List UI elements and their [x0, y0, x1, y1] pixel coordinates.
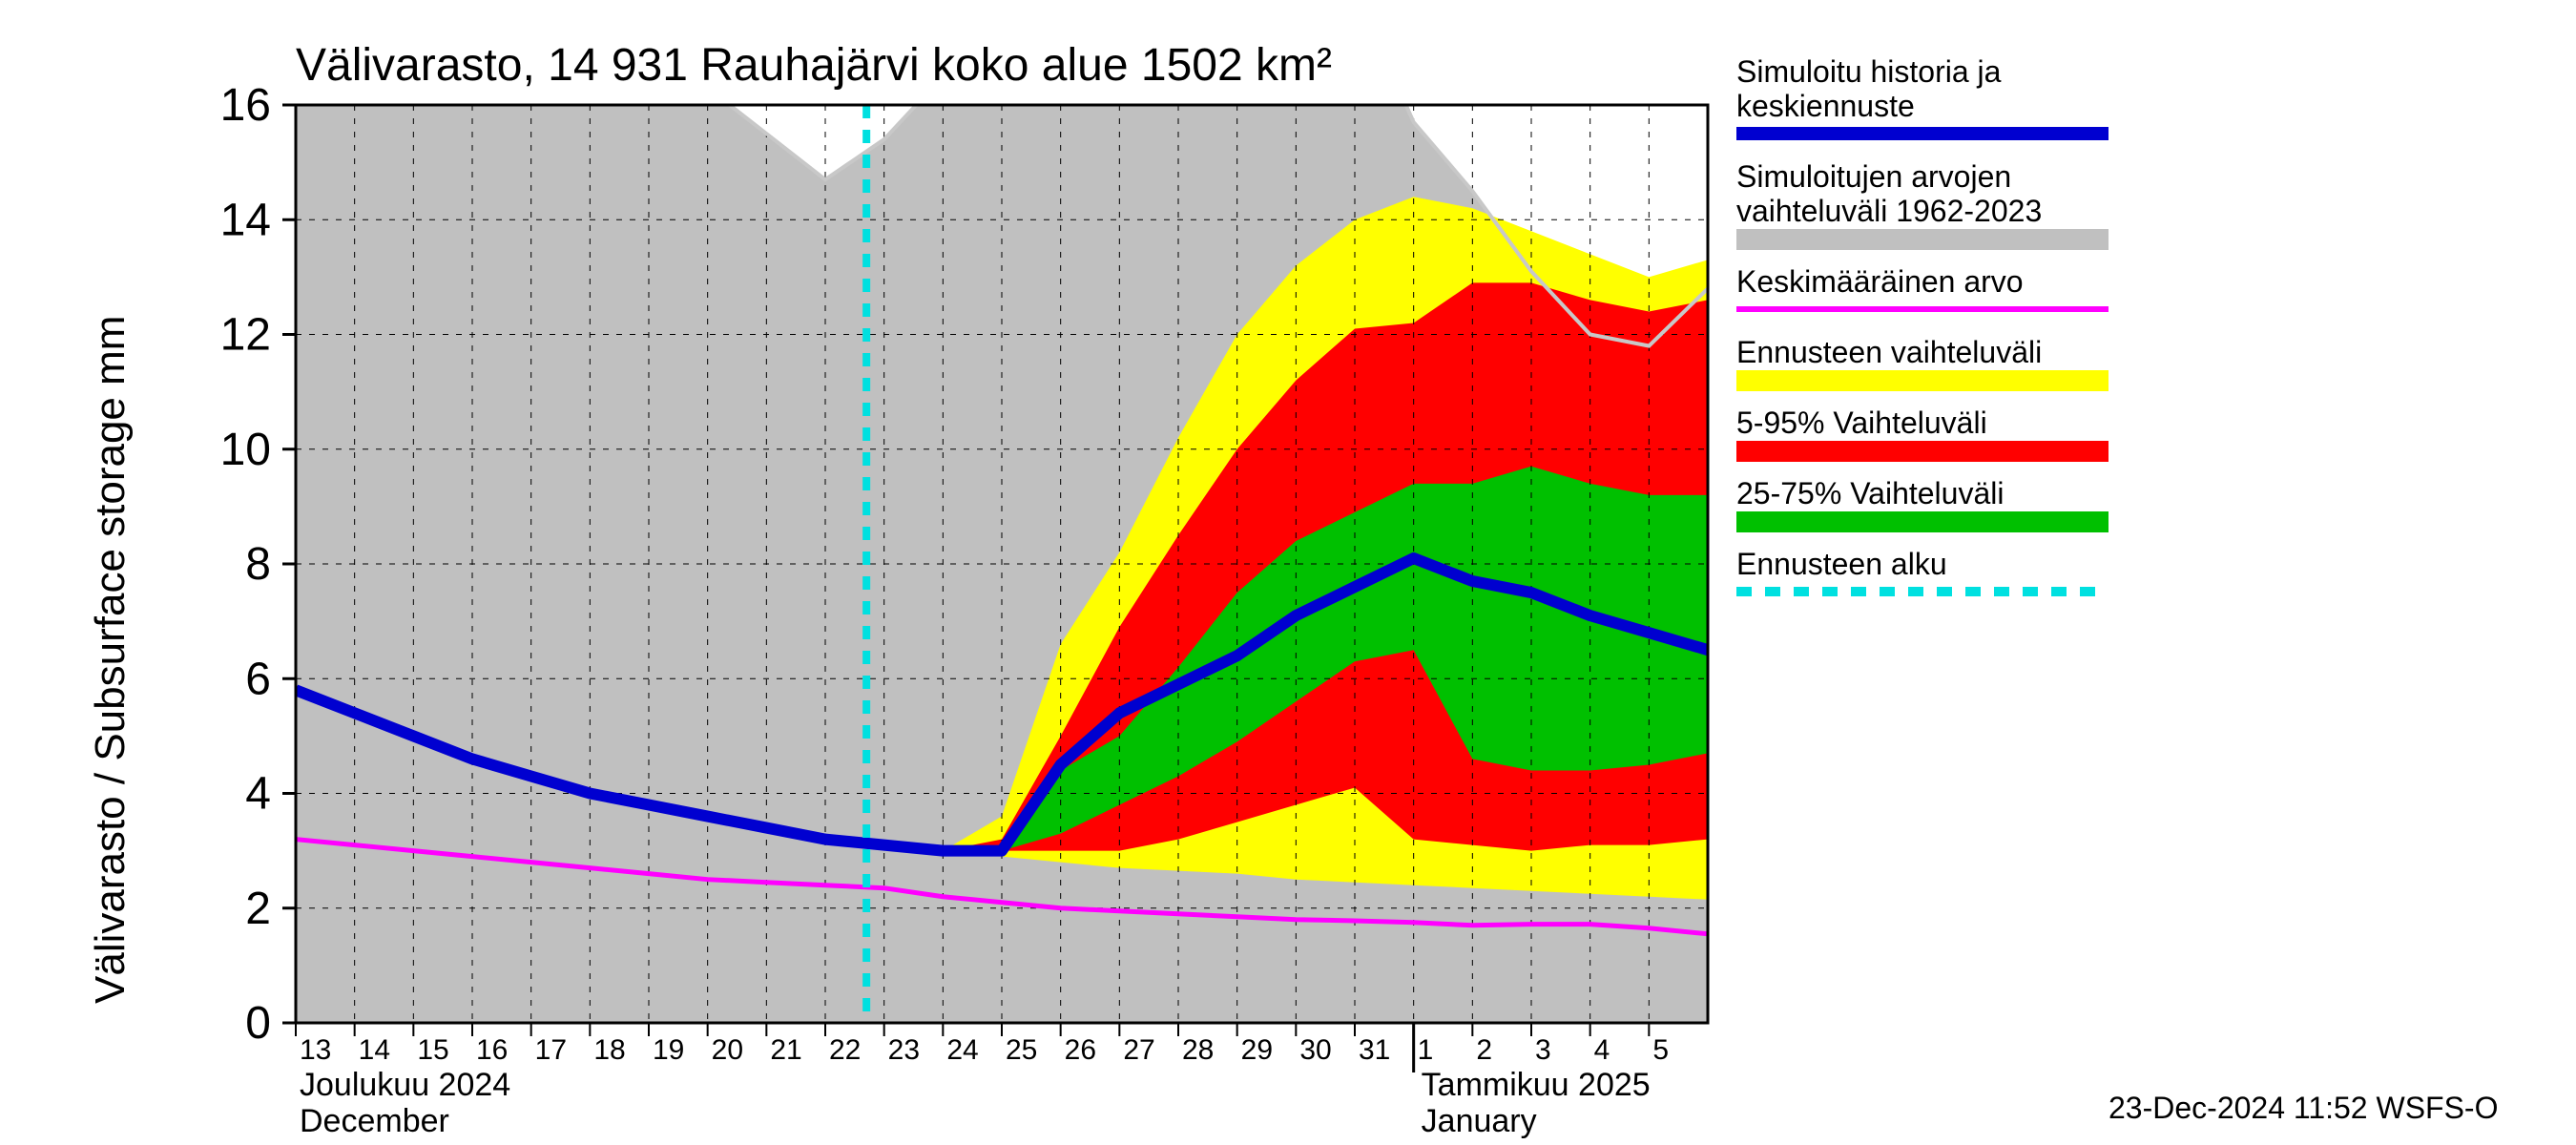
legend-label: Keskimääräinen arvo [1736, 264, 2024, 299]
ytick-label: 0 [245, 998, 271, 1049]
legend-label: keskiennuste [1736, 89, 1915, 123]
xtick-label: 1 [1418, 1034, 1434, 1066]
xtick-label: 28 [1182, 1034, 1214, 1066]
y-axis-label: Välivarasto / Subsurface storage mm [87, 316, 134, 1004]
xtick-label: 2 [1476, 1034, 1492, 1066]
legend-swatch-grey [1736, 229, 2109, 250]
xtick-label: 25 [1006, 1034, 1037, 1066]
xtick-label: 4 [1594, 1034, 1610, 1066]
xtick-label: 5 [1652, 1034, 1669, 1066]
xtick-label: 26 [1065, 1034, 1096, 1066]
xtick-label: 27 [1123, 1034, 1154, 1066]
legend-swatch-green [1736, 511, 2109, 532]
xtick-label: 21 [770, 1034, 801, 1066]
legend-label: vaihteluväli 1962-2023 [1736, 194, 2042, 228]
legend-swatch-red [1736, 441, 2109, 462]
ytick-label: 4 [245, 769, 271, 820]
month-label-left-en: December [300, 1103, 449, 1139]
xtick-label: 19 [653, 1034, 684, 1066]
ytick-label: 14 [220, 195, 271, 245]
month-label-right-en: January [1422, 1103, 1537, 1139]
xtick-label: 18 [593, 1034, 625, 1066]
ytick-label: 8 [245, 539, 271, 590]
chart-title: Välivarasto, 14 931 Rauhajärvi koko alue… [296, 40, 1332, 91]
ytick-label: 6 [245, 654, 271, 704]
xtick-label: 16 [476, 1034, 508, 1066]
legend-label: 5-95% Vaihteluväli [1736, 406, 1987, 440]
xtick-label: 13 [300, 1034, 331, 1066]
month-label-right-fi: Tammikuu 2025 [1422, 1067, 1651, 1103]
xtick-label: 14 [359, 1034, 390, 1066]
ytick-label: 10 [220, 425, 271, 475]
ytick-label: 2 [245, 884, 271, 934]
xtick-label: 20 [712, 1034, 743, 1066]
ytick-label: 12 [220, 310, 271, 361]
xtick-label: 17 [535, 1034, 567, 1066]
legend-label: 25-75% Vaihteluväli [1736, 476, 2004, 510]
xtick-label: 3 [1535, 1034, 1551, 1066]
xtick-label: 15 [417, 1034, 448, 1066]
ytick-label: 16 [220, 80, 271, 131]
legend-label: Ennusteen alku [1736, 547, 1947, 581]
month-label-left-fi: Joulukuu 2024 [300, 1067, 510, 1103]
footer-timestamp: 23-Dec-2024 11:52 WSFS-O [2109, 1091, 2498, 1125]
xtick-label: 30 [1299, 1034, 1331, 1066]
forecast-chart: 0246810121416131415161718192021222324252… [0, 0, 2576, 1145]
legend-swatch-yellow [1736, 370, 2109, 391]
xtick-label: 31 [1359, 1034, 1390, 1066]
xtick-label: 23 [888, 1034, 920, 1066]
xtick-label: 29 [1241, 1034, 1273, 1066]
legend-label: Ennusteen vaihteluväli [1736, 335, 2042, 369]
legend-label: Simuloitu historia ja [1736, 54, 2002, 89]
legend-label: Simuloitujen arvojen [1736, 159, 2011, 194]
xtick-label: 22 [829, 1034, 861, 1066]
xtick-label: 24 [946, 1034, 978, 1066]
